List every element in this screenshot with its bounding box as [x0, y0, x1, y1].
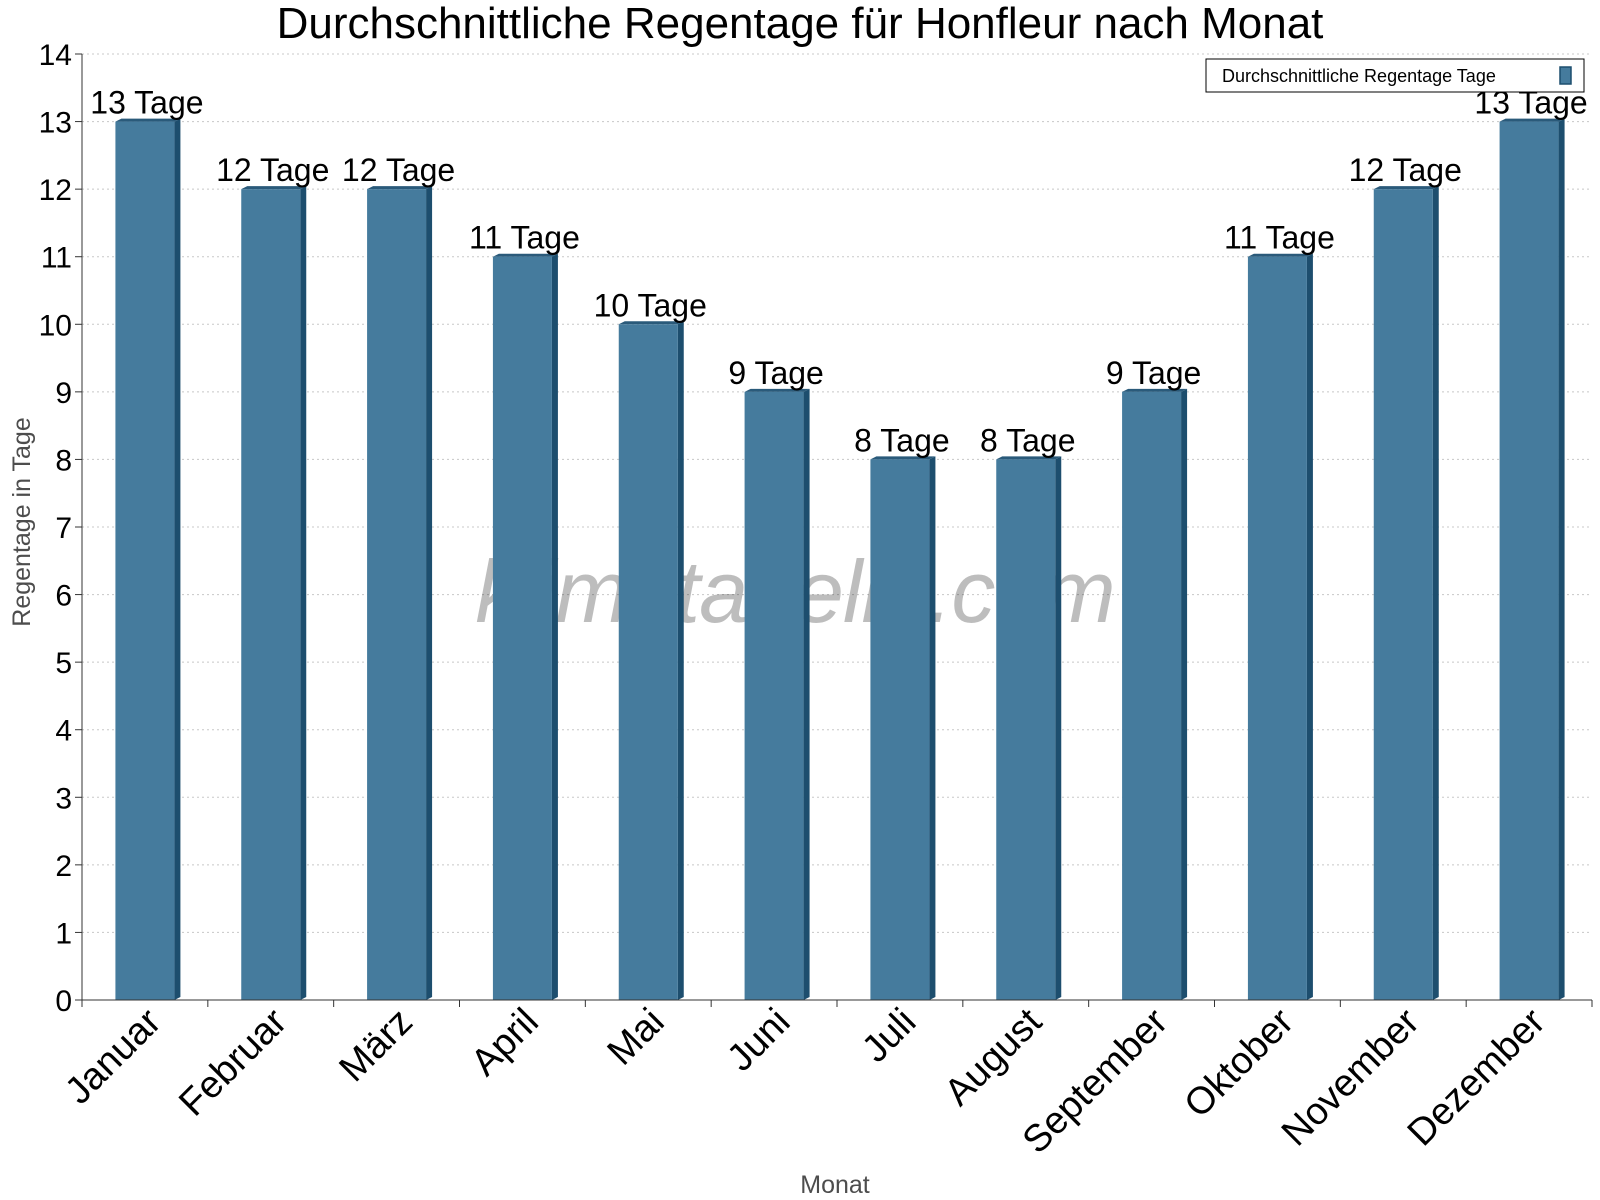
- bar-side: [426, 186, 433, 1001]
- y-tick-label: 8: [55, 444, 72, 477]
- y-tick-label: 11: [41, 242, 72, 275]
- y-tick-label: 4: [55, 715, 72, 748]
- x-tick-label: Juni: [719, 1001, 798, 1080]
- y-tick-label: 5: [55, 647, 72, 680]
- axes: [81, 54, 1593, 1007]
- bar-side: [1306, 253, 1313, 1000]
- bar-side: [929, 456, 936, 1000]
- bar-top: [492, 253, 558, 257]
- bar-front: [1373, 189, 1433, 1001]
- bar-front: [492, 256, 552, 1000]
- data-label: 13 Tage: [90, 85, 203, 121]
- chart-title: Durchschnittliche Regentage für Honfleur…: [277, 0, 1324, 48]
- data-label: 12 Tage: [1349, 152, 1462, 188]
- bar-top: [1122, 388, 1188, 392]
- x-tick-label: Februar: [171, 1000, 295, 1124]
- bar: [870, 456, 936, 1000]
- bar-side: [1055, 456, 1062, 1000]
- bar-side: [677, 321, 684, 1000]
- bar-side: [1181, 388, 1188, 1000]
- data-label: 11 Tage: [1224, 220, 1335, 256]
- x-tick-label: August: [937, 1000, 1051, 1114]
- bar-front: [1247, 256, 1307, 1000]
- legend-swatch: [1559, 66, 1572, 85]
- data-label: 9 Tage: [728, 355, 824, 391]
- x-tick-label: Januar: [57, 1000, 169, 1112]
- x-tick-label: Dezember: [1400, 1000, 1554, 1154]
- x-tick-label: April: [463, 1001, 546, 1084]
- bar-top: [618, 321, 684, 325]
- x-tick-label: Juli: [854, 1001, 924, 1071]
- y-tick-label: 2: [55, 850, 72, 883]
- bar-top: [1499, 118, 1565, 122]
- bar: [1122, 388, 1188, 1000]
- data-label: 8 Tage: [980, 422, 1076, 458]
- y-tick-label: 7: [55, 512, 72, 545]
- data-label: 9 Tage: [1106, 355, 1202, 391]
- bar: [367, 186, 433, 1001]
- y-tick-label: 3: [55, 782, 72, 815]
- x-tick-label: November: [1274, 1000, 1428, 1154]
- data-label: 10 Tage: [594, 287, 707, 323]
- y-tick-label: 10: [39, 309, 72, 342]
- bar-top: [115, 118, 181, 122]
- bar: [115, 118, 181, 1001]
- bar-top: [1247, 253, 1313, 257]
- bar-side: [300, 186, 307, 1001]
- bar-top: [744, 388, 810, 392]
- bar: [492, 253, 558, 1000]
- bar-side: [1558, 118, 1565, 1001]
- y-tick-label: 12: [39, 174, 72, 207]
- data-label: 12 Tage: [342, 152, 455, 188]
- data-labels: 13 Tage 12 Tage 12 Tage 11 Tage 10 Tage 9 Tag…: [90, 85, 1587, 459]
- bar: [241, 186, 307, 1001]
- bar-top: [241, 186, 307, 190]
- data-label: 8 Tage: [854, 422, 950, 458]
- bar-top: [1373, 186, 1439, 190]
- x-tick-labels: Januar Februar März April Mai Juni Juli AugustS…: [57, 1000, 1553, 1161]
- x-tick-label: März: [332, 1001, 421, 1090]
- y-tick-label: 9: [55, 377, 72, 410]
- legend-box: [1205, 58, 1585, 93]
- bar: [1247, 253, 1313, 1000]
- bar-front: [1122, 391, 1182, 1000]
- bar-side: [174, 118, 181, 1001]
- bar-top: [870, 456, 936, 460]
- bar-front: [367, 189, 427, 1001]
- y-tick-label: 14: [39, 39, 72, 72]
- bar-front: [115, 121, 175, 1001]
- x-axis-title: Monat: [800, 1171, 870, 1199]
- y-tick-label: 1: [55, 917, 72, 950]
- bar-series: [115, 118, 1565, 1001]
- bar-top: [367, 186, 433, 190]
- bar-side: [803, 388, 810, 1000]
- data-label: 11 Tage: [469, 220, 580, 256]
- bar-side: [551, 253, 558, 1000]
- bar-front: [996, 459, 1056, 1000]
- bar: [1499, 118, 1565, 1001]
- bar: [1373, 186, 1439, 1001]
- x-tick-label: Mai: [600, 1001, 673, 1074]
- y-tick-label: 13: [39, 107, 72, 140]
- bar-front: [1499, 121, 1559, 1001]
- bar-front: [870, 459, 930, 1000]
- y-axis-title: Regentage in Tage: [8, 417, 36, 626]
- y-tick-label: 0: [55, 985, 72, 1018]
- y-tick-label: 6: [55, 580, 72, 613]
- bar: [744, 388, 810, 1000]
- bar-side: [1432, 186, 1439, 1001]
- bar-front: [744, 391, 804, 1000]
- legend: Durchschnittliche Regentage Tage: [1205, 58, 1585, 93]
- bar-front: [241, 189, 301, 1001]
- bar-top: [996, 456, 1062, 460]
- x-tick-label: Oktober: [1177, 1000, 1303, 1126]
- bar: [618, 321, 684, 1000]
- gridlines: [75, 53, 1592, 1001]
- data-label: 12 Tage: [216, 152, 329, 188]
- bar: [996, 456, 1062, 1000]
- bar-front: [618, 324, 678, 1000]
- legend-label: Durchschnittliche Regentage Tage: [1222, 66, 1496, 86]
